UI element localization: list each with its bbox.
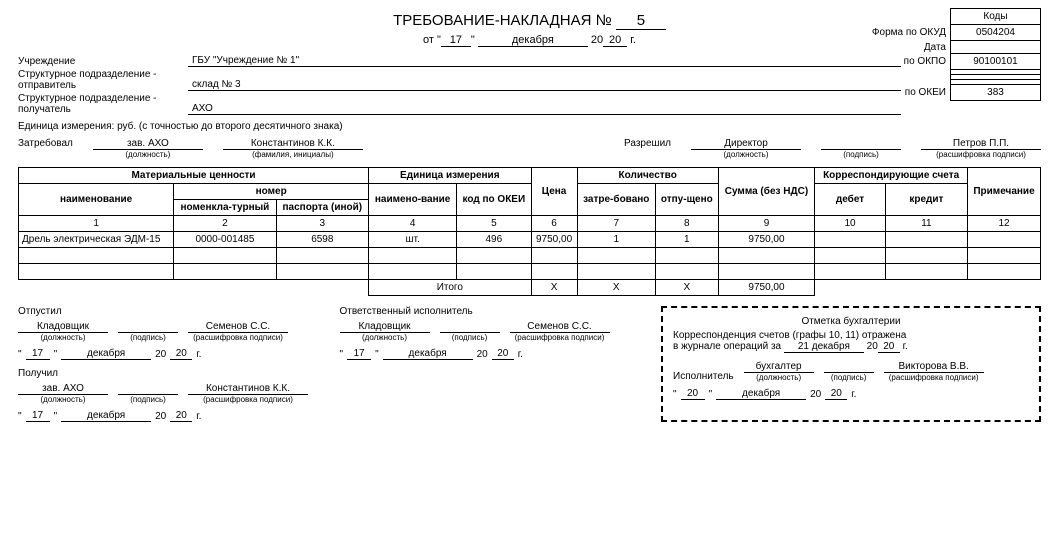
th-name: наименование (19, 184, 174, 216)
receiver-label: Структурное подразделение - получатель (18, 93, 188, 115)
th-corr: Корреспондирующие счета (815, 168, 968, 184)
released-position: Кладовщик (18, 321, 108, 333)
itogo-rel: X (655, 280, 718, 296)
sender-label: Структурное подразделение - отправитель (18, 69, 188, 91)
title-text: ТРЕБОВАНИЕ-НАКЛАДНАЯ № (393, 12, 612, 29)
th-number: номер (174, 184, 369, 200)
acct-exec-name: Викторова В.В. (884, 361, 984, 373)
acct-journal-date: 21 декабря (784, 341, 864, 353)
received-name: Константинов К.К. (188, 383, 308, 395)
released-title: Отпустил (18, 306, 316, 317)
acct-exec-sign (824, 361, 874, 373)
acct-exec-position: бухгалтер (744, 361, 814, 373)
doc-day: 17 (441, 34, 471, 47)
acct-title: Отметка бухгалтерии (673, 316, 1029, 327)
executor-position: Кладовщик (340, 321, 430, 333)
released-sign (118, 321, 178, 333)
th-credit: кредит (885, 184, 967, 216)
requested-position: зав. АХО (93, 138, 203, 150)
okei-value: 383 (951, 85, 1041, 101)
received-sign (118, 383, 178, 395)
doc-number: 5 (616, 12, 666, 30)
doc-month: декабря (478, 34, 588, 47)
institution-value: ГБУ "Учреждение № 1" (188, 55, 901, 67)
receiver-value: АХО (188, 103, 901, 115)
okpo-value: 90100101 (951, 54, 1041, 70)
executor-title: Ответственный исполнитель (340, 306, 638, 317)
approved-name: Петров П.П. (921, 138, 1041, 150)
date-code-value (951, 41, 1041, 54)
th-unit: Единица измерения (369, 168, 531, 184)
th-nomen: номенкла-турный (174, 200, 276, 216)
th-note: Примечание (968, 168, 1041, 216)
unit-text: Единица измерения: руб. (с точностью до … (18, 121, 1041, 132)
date-code-label: Дата (871, 41, 951, 54)
th-price: Цена (531, 168, 577, 216)
th-req: затре-бовано (577, 184, 655, 216)
approved-position: Директор (691, 138, 801, 150)
received-position: зав. АХО (18, 383, 108, 395)
approved-label: Разрешил (624, 138, 671, 149)
itogo-label: Итого (369, 280, 531, 296)
items-table: Материальные ценности Единица измерения … (18, 167, 1041, 296)
itogo-req: X (577, 280, 655, 296)
th-material: Материальные ценности (19, 168, 369, 184)
requested-label: Затребовал (18, 138, 73, 149)
th-debit: дебет (815, 184, 886, 216)
th-unitname: наимено-вание (369, 184, 457, 216)
released-name: Семенов С.С. (188, 321, 288, 333)
th-passport: паспорта (иной) (276, 200, 369, 216)
acct-exec-label: Исполнитель (673, 371, 734, 382)
table-row (19, 264, 1041, 280)
approved-sign (821, 138, 901, 150)
doc-year: 20 (603, 34, 627, 47)
th-sum: Сумма (без НДС) (718, 168, 815, 216)
okpo-label: по ОКПО (871, 54, 951, 70)
requested-name: Константинов К.К. (223, 138, 363, 150)
received-title: Получил (18, 368, 316, 379)
executor-sign (440, 321, 500, 333)
doc-title: ТРЕБОВАНИЕ-НАКЛАДНАЯ № 5 (18, 12, 1041, 30)
th-okei: код по ОКЕИ (457, 184, 531, 216)
executor-name: Семенов С.С. (510, 321, 610, 333)
th-qty: Количество (577, 168, 718, 184)
th-rel: отпу-щено (655, 184, 718, 216)
institution-label: Учреждение (18, 56, 188, 67)
okei-label: по ОКЕИ (871, 85, 951, 101)
itogo-price: X (531, 280, 577, 296)
accounting-box: Отметка бухгалтерии Корреспонденция счет… (661, 306, 1041, 422)
sender-value: склад № 3 (188, 79, 901, 91)
table-row: Дрель электрическая ЭДМ-150000-001485659… (19, 232, 1041, 248)
table-row (19, 248, 1041, 264)
itogo-sum: 9750,00 (718, 280, 815, 296)
